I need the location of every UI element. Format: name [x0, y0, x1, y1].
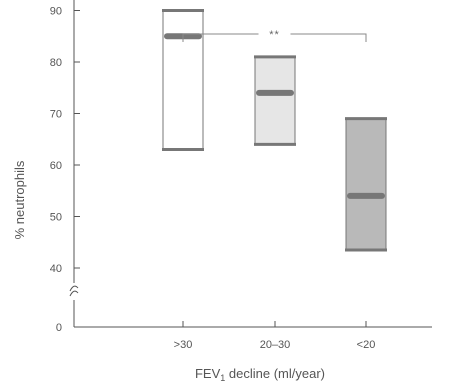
- y-axis-title: % neutrophils: [12, 160, 27, 239]
- y-tick-label: 50: [50, 212, 62, 224]
- range-box: [345, 118, 387, 251]
- axis-break-mark: [69, 290, 79, 297]
- y-tick-label: 0: [56, 322, 62, 334]
- y-tick-label: 40: [50, 263, 62, 275]
- y-tick-label: 90: [50, 6, 62, 18]
- range-box: [162, 10, 204, 151]
- range-box: [254, 56, 296, 145]
- x-tick-label: <20: [357, 339, 376, 351]
- bracket-left: [182, 33, 259, 42]
- axis-break-mark: [69, 285, 79, 292]
- y-tick-label: 80: [50, 57, 62, 69]
- y-tick-label: 70: [50, 109, 62, 121]
- y-tick-label: 60: [50, 160, 62, 172]
- x-tick-label: 20–30: [260, 339, 291, 351]
- boxes: [162, 9, 387, 252]
- x-axis-title: FEV1 decline (ml/year): [195, 366, 325, 383]
- bracket-right: [290, 33, 367, 42]
- significance-label: **: [269, 29, 280, 41]
- significance-bracket: **: [182, 29, 367, 42]
- x-tick-label: >30: [174, 339, 193, 351]
